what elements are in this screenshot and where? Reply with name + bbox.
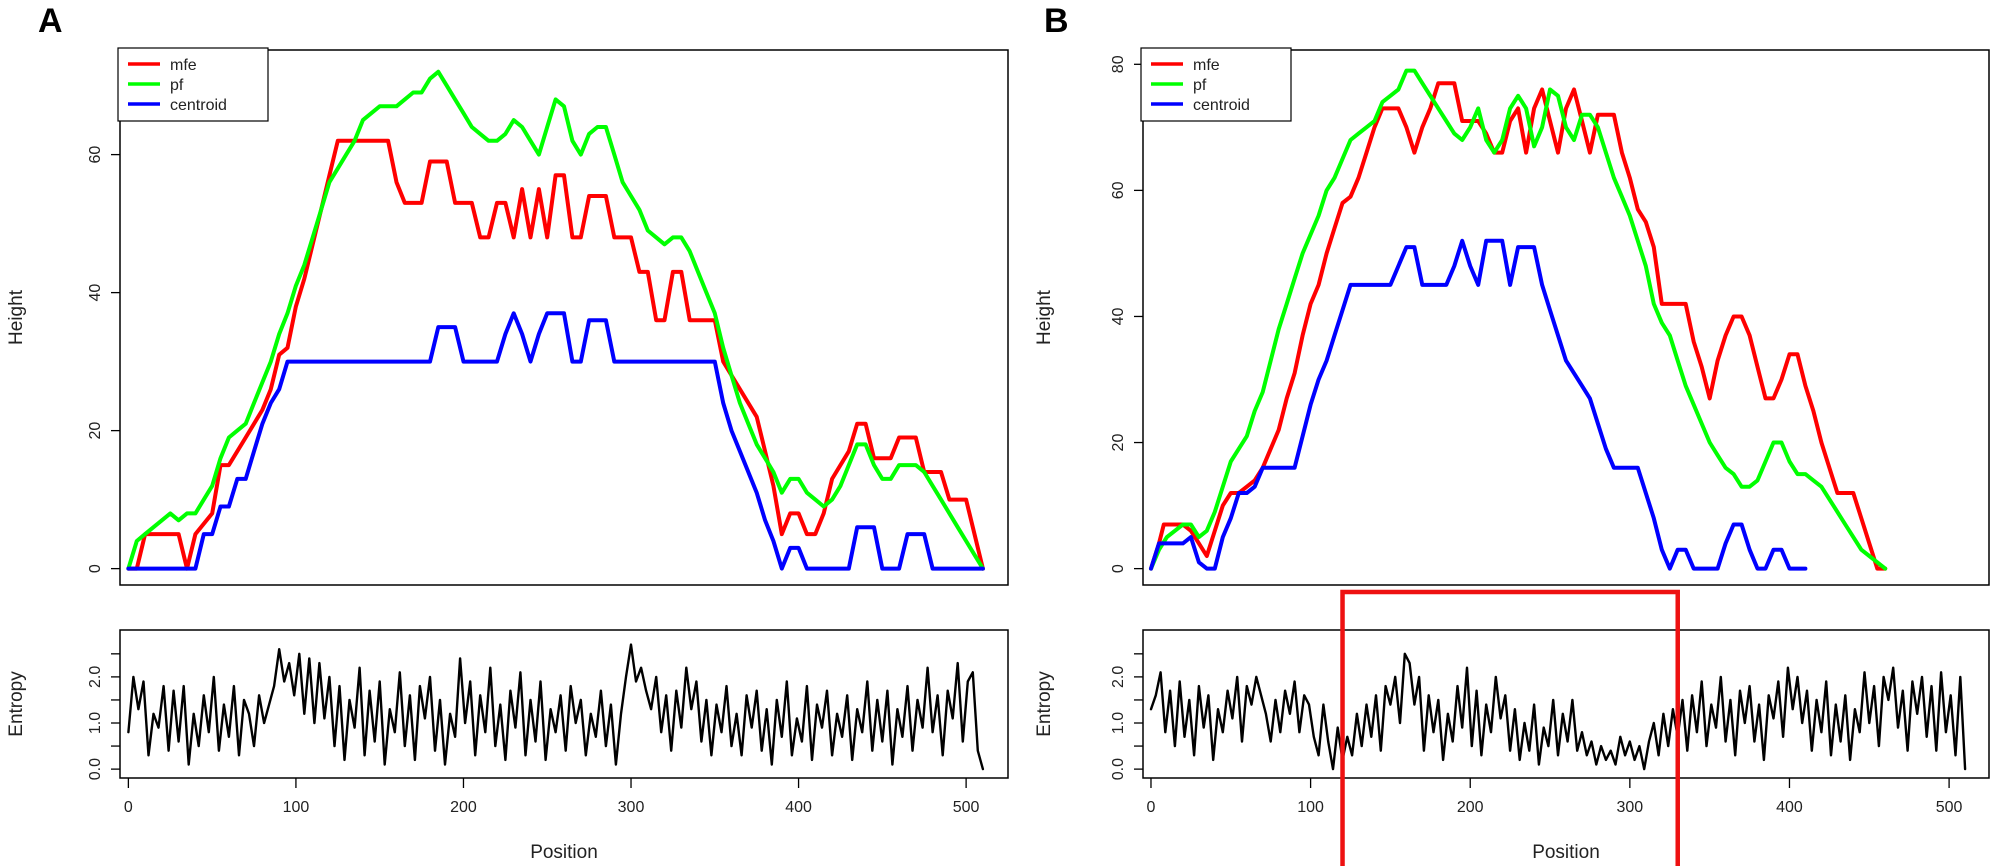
panel-b-entropy-xtick-label-2: 200	[1457, 799, 1484, 816]
panel-a-entropy-ytick-label-2: 2.0	[87, 666, 104, 688]
panel-b-height-legend-label-centroid: centroid	[1193, 97, 1250, 114]
panel-a-entropy-ytick-label-1: 1.0	[87, 712, 104, 734]
panel-a-entropy-xtick-label-1: 100	[283, 799, 310, 816]
panel-a-entropy-group: 0.0 1.0 2.0 Entropy 0 100 200 300 400 500 Position	[6, 629, 1009, 863]
panel-a-height-series-pf	[126, 69, 985, 571]
panel-b-height-ylabel: Height	[1034, 289, 1055, 345]
panel-b-entropy-xlabel: Position	[1532, 842, 1600, 863]
panel-a-entropy-ylabel: Entropy	[6, 671, 27, 737]
panel-a-entropy-xlabel: Position	[530, 842, 598, 863]
panel-a-height-ytick-label-3: 60	[87, 146, 104, 164]
panel-a-entropy-xtick-label-4: 400	[785, 799, 812, 816]
panel-a-height-group: 0 20 40 60 Height mfe pf centroid	[6, 47, 1009, 586]
panel-b-height-series-mfe	[1149, 81, 1888, 571]
panel-a-entropy-xtick-label-3: 300	[618, 799, 645, 816]
panel-a-entropy-ytick-label-0: 0.0	[87, 758, 104, 780]
panel-b-entropy-xtick-label-4: 400	[1776, 799, 1803, 816]
panel-b-entropy-ylabel: Entropy	[1034, 671, 1055, 737]
panel-b-height-series-centroid	[1149, 238, 1808, 571]
panel-b-entropy-highlight-box	[1340, 589, 1680, 866]
panel-b-height-legend-label-mfe: mfe	[1193, 57, 1220, 74]
panel-a-height-ylabel: Height	[6, 289, 27, 345]
panel-b-entropy-frame	[1142, 629, 1990, 779]
panel-label-b: B	[1044, 2, 1069, 40]
panel-b-height-ytick-label-3: 60	[1110, 181, 1127, 199]
panel-a-entropy-series-entropy	[127, 643, 985, 771]
panel-a-height-series-centroid	[126, 311, 985, 571]
panel-a-entropy-xtick-label-5: 500	[953, 799, 980, 816]
panel-a-entropy-xtick-label-2: 200	[450, 799, 477, 816]
panel-b-height-ytick-label-2: 40	[1110, 307, 1127, 325]
panel-b-height-legend-label-pf: pf	[1193, 77, 1207, 94]
panel-b-entropy-group: 0.0 1.0 2.0 Entropy 0 100 200 300 400 500 Position	[1034, 589, 1990, 866]
panel-label-a: A	[38, 2, 63, 40]
panel-b-height-ytick-label-4: 80	[1110, 55, 1127, 73]
panel-a-height-ytick-label-0: 0	[87, 564, 104, 573]
panel-a-entropy-frame	[119, 629, 1009, 779]
panel-b-height-frame	[1142, 49, 1990, 586]
panel-a-height-legend-label-mfe: mfe	[170, 57, 197, 74]
panel-b-entropy-xtick-label-1: 100	[1297, 799, 1324, 816]
panel-a-height-legend-label-pf: pf	[170, 77, 184, 94]
panel-b-height-ytick-label-0: 0	[1110, 564, 1127, 573]
panel-b-height-ytick-label-1: 20	[1110, 434, 1127, 452]
panel-b-entropy-series-entropy	[1149, 652, 1967, 771]
panel-b-entropy-xtick-label-0: 0	[1147, 799, 1156, 816]
charts-layer: 0 20 40 60 Height mfe pf centroid 0.0 1.0 2.0 Entro…	[6, 47, 1990, 866]
panel-a-height-legend-label-centroid: centroid	[170, 97, 227, 114]
panel-b-height-group: 0 20 40 60 80 Height mfe pf centroid	[1034, 47, 1990, 586]
panel-b-entropy-xtick-label-5: 500	[1936, 799, 1963, 816]
panel-b-entropy-xtick-label-3: 300	[1616, 799, 1643, 816]
panel-b-height-series-pf	[1149, 68, 1888, 571]
panel-a-height-ytick-label-1: 20	[87, 422, 104, 440]
panel-b-entropy-ytick-label-0: 0.0	[1110, 758, 1127, 780]
panel-a-height-ytick-label-2: 40	[87, 284, 104, 302]
panel-b-entropy-ytick-label-1: 1.0	[1110, 712, 1127, 734]
panel-a-height-frame	[119, 49, 1009, 586]
panel-a-entropy-xtick-label-0: 0	[124, 799, 133, 816]
panel-a-height-series-mfe	[126, 138, 985, 571]
panel-a-height-legend: mfe pf centroid	[117, 47, 269, 122]
panel-b-height-legend: mfe pf centroid	[1140, 47, 1292, 122]
panel-b-entropy-ytick-label-2: 2.0	[1110, 666, 1127, 688]
